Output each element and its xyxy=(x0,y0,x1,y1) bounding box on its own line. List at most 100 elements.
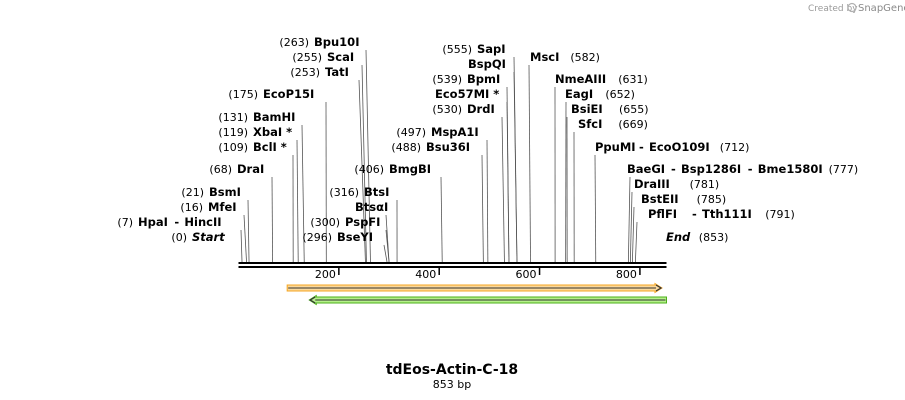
site-leader-line xyxy=(383,244,388,263)
sequence-backbone xyxy=(238,262,667,268)
site-alias-name: EcoO109I xyxy=(649,140,710,154)
site-leader-line xyxy=(634,221,638,263)
site-name: BseYI xyxy=(337,230,373,244)
site-bpmi[interactable]: BpmI (539) xyxy=(432,72,500,86)
site-name: HpaI xyxy=(138,215,168,229)
site-bseyi[interactable]: BseYI (296) xyxy=(302,230,373,244)
site-bpu10i[interactable]: Bpu10I (263) xyxy=(279,35,359,49)
site-alias-name: Bsp1286I xyxy=(681,162,741,176)
site-position: (0) xyxy=(171,231,187,244)
site-ppumi[interactable]: PpuMI - EcoO109I (712) xyxy=(595,140,749,154)
site-alias: - xyxy=(671,162,676,176)
site-bamhi[interactable]: BamHI (131) xyxy=(218,110,295,124)
site-start[interactable]: Start (0) xyxy=(171,230,225,244)
site-name: BtsI xyxy=(364,185,389,199)
site-position: (300) xyxy=(310,216,340,229)
site-drdi[interactable]: DrdI (530) xyxy=(432,102,494,116)
site-position: (253) xyxy=(290,66,320,79)
site-bspqi[interactable]: BspQI xyxy=(468,57,506,71)
site-nmeaiii[interactable]: NmeAIII (631) xyxy=(555,72,648,86)
site-leader-line xyxy=(385,214,390,263)
site-name: ScaI xyxy=(327,50,354,64)
site-labels: Start(0)HpaI - HincII (7) MfeI(16)BsmI(21) D… xyxy=(117,35,858,244)
site-name: DraIII xyxy=(634,177,670,191)
site-eagi[interactable]: EagI (652) xyxy=(565,87,635,101)
site-pspfi[interactable]: PspFI (300) xyxy=(310,215,380,229)
site-msci[interactable]: MscI (582) xyxy=(530,50,600,64)
site-leader-line xyxy=(528,64,531,263)
site-leader-line xyxy=(594,154,597,263)
site-leader-line xyxy=(481,154,484,263)
site-leader-line xyxy=(358,79,366,263)
backbone-bottom-strand xyxy=(238,266,667,268)
site-name: EcoP15I xyxy=(263,87,314,101)
site-leader-line xyxy=(361,64,367,263)
site-name: BsmI xyxy=(209,185,241,199)
site-bsiei[interactable]: BsiEI (655) xyxy=(571,102,649,116)
site-bts-i[interactable]: BtsαI xyxy=(355,200,388,214)
site-end[interactable]: End (853) xyxy=(666,230,728,244)
site-ecop15i[interactable]: EcoP15I (175) xyxy=(228,87,314,101)
feature-arrowhead-icon xyxy=(655,284,663,292)
site-leader-line xyxy=(501,116,505,263)
site-xbai[interactable]: XbaI * (119) xyxy=(218,125,292,139)
site-name: TatI xyxy=(325,65,349,79)
site-bsteii[interactable]: BstEII (785) xyxy=(641,192,726,206)
feature-arrowhead-icon xyxy=(309,296,316,304)
site-position: (119) xyxy=(218,126,248,139)
snapgene-logo-icon xyxy=(847,2,857,13)
site-position: (781) xyxy=(690,178,720,191)
site-sfci[interactable]: SfcI (669) xyxy=(578,117,648,131)
site-drai[interactable]: DraI (68) xyxy=(209,162,264,176)
feature-layer xyxy=(286,282,667,306)
site-alias: - xyxy=(692,207,697,221)
site-name: BpmI xyxy=(467,72,500,86)
site-name: BsiEI xyxy=(571,102,603,116)
site-leader-line xyxy=(240,229,243,263)
site-name: SapI xyxy=(477,42,506,56)
site-btsi[interactable]: BtsI (316) xyxy=(329,185,389,199)
site-position: (7) xyxy=(117,216,133,229)
site-position: (131) xyxy=(218,111,248,124)
site-position: (316) xyxy=(329,186,359,199)
site-position: (655) xyxy=(619,103,649,116)
site-bsu36i[interactable]: Bsu36I (488) xyxy=(391,140,470,154)
site-name: EagI xyxy=(565,87,593,101)
site-leader-line xyxy=(296,139,299,263)
site-name: Eco57MI * xyxy=(435,87,499,101)
site-name: BmgBI xyxy=(389,162,431,176)
site-bcli[interactable]: BclI * (109) xyxy=(218,140,286,154)
sequence-length: 853 bp xyxy=(433,378,471,391)
site-position: (791) xyxy=(765,208,795,221)
site-baegi[interactable]: BaeGI - Bsp1286I - Bme1580I (777) xyxy=(627,162,858,176)
site-pflfi[interactable]: PflFI - Tth111I (791) xyxy=(648,207,795,221)
site-eco57mi[interactable]: Eco57MI * xyxy=(435,87,499,101)
site-draiii[interactable]: DraIII (781) xyxy=(634,177,719,191)
site-mfei[interactable]: MfeI (16) xyxy=(180,200,236,214)
site-bmgbi[interactable]: BmgBI (406) xyxy=(354,162,431,176)
site-position: (631) xyxy=(618,73,648,86)
site-scai[interactable]: ScaI (255) xyxy=(292,50,354,64)
site-hpai[interactable]: HpaI - HincII (7) xyxy=(117,215,221,229)
watermark-brand: SnapGene xyxy=(858,3,905,14)
site-position: (582) xyxy=(570,51,600,64)
site-position: (68) xyxy=(209,163,232,176)
site-name: DrdI xyxy=(467,102,495,116)
site-position: (16) xyxy=(180,201,203,214)
site-name: BtsαI xyxy=(355,200,388,214)
ruler-tick-label: 800 xyxy=(616,268,637,281)
watermark: Created by SnapGene xyxy=(808,2,905,14)
site-name: BclI * xyxy=(253,140,287,154)
site-name: NmeAIII xyxy=(555,72,606,86)
site-name: MscI xyxy=(530,50,559,64)
site-bsmi[interactable]: BsmI (21) xyxy=(181,185,240,199)
site-leader-line xyxy=(271,176,274,263)
site-alias-name: HincII xyxy=(184,215,221,229)
site-tati[interactable]: TatI (253) xyxy=(290,65,349,79)
site-name: BstEII xyxy=(641,192,679,206)
site-mspa1i[interactable]: MspA1I (497) xyxy=(396,125,478,139)
site-sapi[interactable]: SapI (555) xyxy=(442,42,505,56)
site-name: BspQI xyxy=(468,57,506,71)
site-name: PspFI xyxy=(345,215,380,229)
